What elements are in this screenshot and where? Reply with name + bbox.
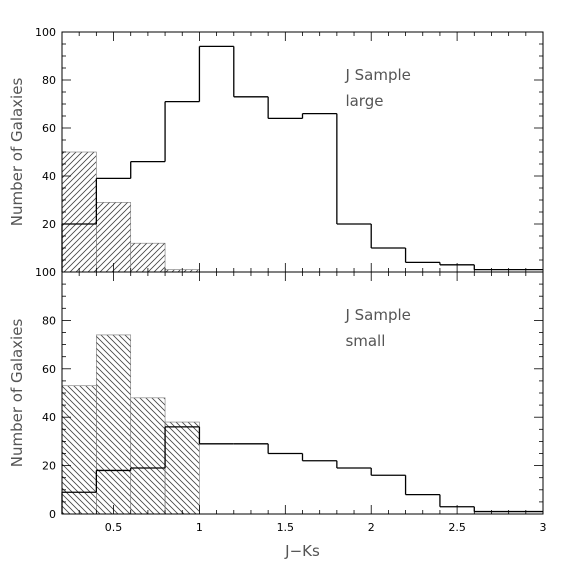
axis-ticks	[61, 271, 544, 515]
y-tick-label: 20	[42, 218, 56, 231]
top-panel-large: 20 40 60 80 100 J Sample large Number of Gal…	[8, 26, 544, 273]
y-tick-label: 80	[42, 74, 56, 87]
x-tick-label: 1	[196, 521, 203, 534]
hatched-bar	[61, 385, 97, 515]
x-tick-label: 3	[540, 521, 547, 534]
y-tick-label: 100	[35, 26, 56, 39]
hatched-bar	[130, 397, 166, 515]
panel-annotation-line-2: small	[345, 332, 385, 350]
hatched-bar	[96, 202, 132, 273]
hatched-histogram	[61, 334, 200, 515]
y-tick-label: 60	[42, 122, 56, 135]
y-tick-label: 100	[35, 266, 56, 279]
plot-frame	[61, 271, 544, 515]
plot-frame	[61, 31, 544, 273]
hatched-histogram	[61, 151, 200, 273]
x-axis-label: J−Ks	[284, 542, 320, 560]
panel-annotation-line-1: J Sample	[344, 66, 410, 84]
y-tick-label: 40	[42, 411, 56, 424]
x-tick-label: 2	[368, 521, 375, 534]
step-histogram	[61, 45, 543, 272]
panel-annotation-line-1: J Sample	[344, 306, 410, 324]
hatched-bar	[130, 242, 166, 273]
y-tick-label: 80	[42, 314, 56, 327]
y-tick-label: 60	[42, 363, 56, 376]
panel-annotation-line-2: large	[345, 92, 383, 110]
hatched-bar	[164, 421, 200, 515]
y-tick-label: 20	[42, 460, 56, 473]
y-axis-label: Number of Galaxies	[8, 319, 26, 468]
y-tick-label: 40	[42, 170, 56, 183]
tick-labels: 0 20 40 60 80 100 0.5 1 1.5 2 2.5 3	[35, 266, 547, 534]
x-tick-label: 1.5	[277, 521, 295, 534]
x-tick-label: 0.5	[105, 521, 123, 534]
y-axis-label: Number of Galaxies	[8, 78, 26, 227]
x-tick-label: 2.5	[448, 521, 466, 534]
hatched-bar	[61, 151, 97, 273]
tick-labels: 20 40 60 80 100	[35, 26, 56, 231]
y-tick-label: 0	[49, 508, 56, 521]
hatched-bar	[96, 334, 132, 515]
axis-ticks	[61, 31, 544, 273]
